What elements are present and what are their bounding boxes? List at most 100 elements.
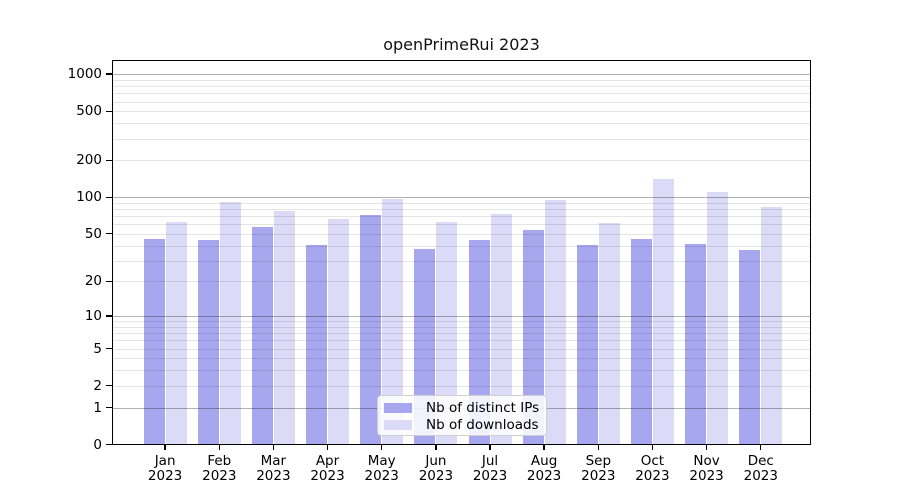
y-tick-0 [106,444,112,446]
y-tick-1 [106,406,112,409]
bar-downloads-jul [490,213,512,444]
x-tick-label-month: Aug [530,453,558,469]
y-tick-500 [106,110,112,112]
gridline-minor-600 [113,101,810,103]
y-tick-20 [106,280,112,283]
bar-downloads-oct [652,178,674,444]
bar-distinct-ips-oct [630,238,652,444]
x-tick-jul [489,445,491,450]
bar-downloads-jun [436,221,458,444]
x-tick-label-month: Mar [260,453,287,469]
x-tick-may [381,445,383,450]
x-tick-label-year: 2023 [526,468,562,484]
y-tick-label-500: 500 [76,103,102,120]
y-tick-label-100: 100 [76,189,102,206]
bar-downloads-sep [598,222,620,444]
bar-distinct-ips-sep [576,244,598,444]
x-tick-label-jul: Jul 2023 [462,454,518,484]
gridline-minor-900 [113,79,810,81]
x-tick-label-year: 2023 [689,468,724,484]
gridline-minor-90 [113,202,810,204]
x-tick-label-month: Jul [481,453,499,469]
y-tick-100 [106,196,112,198]
x-tick-label-dec: Dec 2023 [733,454,789,484]
chart-title: openPrimeRui 2023 [383,35,540,54]
x-tick-label-year: 2023 [743,468,778,484]
x-tick-label-year: 2023 [364,468,399,484]
x-tick-label-may: May 2023 [354,454,410,484]
bar-downloads-jan [165,221,187,444]
bar-distinct-ips-jan [143,238,165,444]
gridline-minor-400 [113,123,810,125]
legend: Nb of distinct IPs Nb of downloads [377,395,547,436]
y-tick-label-20: 20 [84,273,102,290]
gridline-major-100 [113,197,810,199]
x-tick-label-nov: Nov 2023 [679,454,735,484]
bar-downloads-mar [273,211,295,444]
x-tick-label-jan: Jan 2023 [137,454,193,484]
legend-label-downloads: Nb of downloads [426,416,539,433]
legend-swatch-downloads [384,419,412,430]
x-tick-label-month: Feb [207,453,232,469]
gridline-minor-60 [113,224,810,226]
legend-swatch-distinct-ips [384,403,412,414]
gridline-minor-800 [113,86,810,88]
x-tick-label-apr: Apr 2023 [300,454,356,484]
y-tick-label-0: 0 [93,436,102,453]
x-tick-label-year: 2023 [418,468,454,484]
x-tick-label-year: 2023 [472,468,508,484]
x-tick-label-year: 2023 [635,468,670,484]
y-tick-50 [106,233,112,235]
x-tick-oct [651,445,654,450]
legend-entry-distinct-ips: Nb of distinct IPs [384,400,540,417]
x-tick-label-month: Apr [315,453,340,469]
x-tick-jan [164,445,166,450]
x-tick-aug [543,445,545,450]
bar-distinct-ips-feb [197,239,219,444]
y-tick-label-5: 5 [93,340,102,357]
gridline-minor-200 [113,160,810,162]
y-tick-5 [106,347,112,350]
bar-distinct-ips-jul [468,239,490,444]
y-tick-2 [106,385,112,387]
bar-downloads-apr [328,218,350,444]
bar-distinct-ips-dec [739,250,761,444]
x-tick-label-mar: Mar 2023 [245,454,301,484]
bar-distinct-ips-may [360,214,382,444]
x-tick-label-sep: Sep 2023 [570,454,626,484]
plot-area: Nb of distinct IPs Nb of downloads [112,60,811,445]
x-tick-label-year: 2023 [202,468,237,484]
y-tick-label-2: 2 [93,377,102,394]
y-tick-200 [106,159,112,161]
gridline-minor-80 [113,209,810,210]
x-tick-label-month: Sep [585,453,612,469]
x-tick-mar [272,445,275,450]
gridline-minor-300 [113,138,810,140]
x-tick-jun [435,445,437,450]
gridline-minor-50 [113,233,810,235]
gridline-major-1000 [113,74,810,76]
x-tick-label-jun: Jun 2023 [408,454,464,484]
x-tick-label-year: 2023 [147,468,183,484]
x-tick-sep [597,445,599,450]
x-tick-label-month: Oct [640,453,665,469]
legend-entry-downloads: Nb of downloads [384,417,540,434]
x-tick-label-month: Nov [693,453,720,469]
gridline-minor-700 [113,93,810,95]
x-tick-label-month: Jan [154,453,176,469]
bar-downloads-feb [219,202,241,444]
x-tick-nov [705,445,708,450]
x-tick-label-month: May [367,453,396,469]
y-tick-label-200: 200 [76,152,102,169]
x-tick-label-aug: Aug 2023 [516,454,572,484]
bar-downloads-nov [707,192,729,444]
y-tick-label-10: 10 [84,308,102,325]
y-tick-label-1000: 1000 [67,66,102,83]
bar-downloads-dec [761,207,783,444]
bar-downloads-may [382,198,404,444]
x-tick-label-oct: Oct 2023 [624,454,680,484]
x-tick-label-year: 2023 [310,468,345,484]
x-tick-label-feb: Feb 2023 [191,454,247,484]
y-tick-10 [106,315,112,317]
